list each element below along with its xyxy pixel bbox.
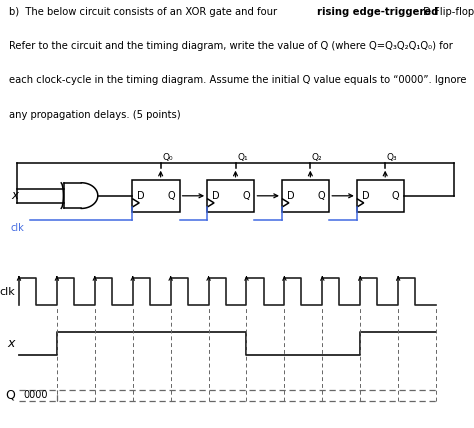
Text: Q: Q <box>5 389 15 402</box>
Text: clk: clk <box>0 286 15 297</box>
Text: Refer to the circuit and the timing diagram, write the value of Q (where Q=Q₃Q₂Q: Refer to the circuit and the timing diag… <box>9 41 453 51</box>
Text: any propagation delays. (5 points): any propagation delays. (5 points) <box>9 110 181 119</box>
Bar <box>132 180 180 212</box>
Text: b)  The below circuit consists of an XOR gate and four: b) The below circuit consists of an XOR … <box>9 7 281 17</box>
Bar <box>207 180 255 212</box>
Text: clk: clk <box>11 223 25 232</box>
Text: D: D <box>287 191 295 201</box>
Text: Q₁: Q₁ <box>237 153 247 162</box>
Text: each clock-cycle in the timing diagram. Assume the initial Q value equals to “00: each clock-cycle in the timing diagram. … <box>9 75 467 85</box>
Text: x: x <box>8 337 15 350</box>
Text: Q₀: Q₀ <box>162 153 173 162</box>
Text: rising edge-triggered: rising edge-triggered <box>317 7 438 17</box>
Text: D Flip-flops.: D Flip-flops. <box>420 7 474 17</box>
Text: x: x <box>11 189 18 202</box>
Text: Q: Q <box>392 191 400 201</box>
Text: Q: Q <box>167 191 175 201</box>
Text: 0000: 0000 <box>24 390 48 401</box>
Bar <box>282 180 329 212</box>
Text: Q: Q <box>242 191 250 201</box>
Text: Q₃: Q₃ <box>387 153 397 162</box>
Text: Q₂: Q₂ <box>312 153 322 162</box>
Text: D: D <box>137 191 145 201</box>
Text: D: D <box>362 191 370 201</box>
Text: D: D <box>212 191 220 201</box>
Bar <box>357 180 404 212</box>
Text: Q: Q <box>317 191 325 201</box>
